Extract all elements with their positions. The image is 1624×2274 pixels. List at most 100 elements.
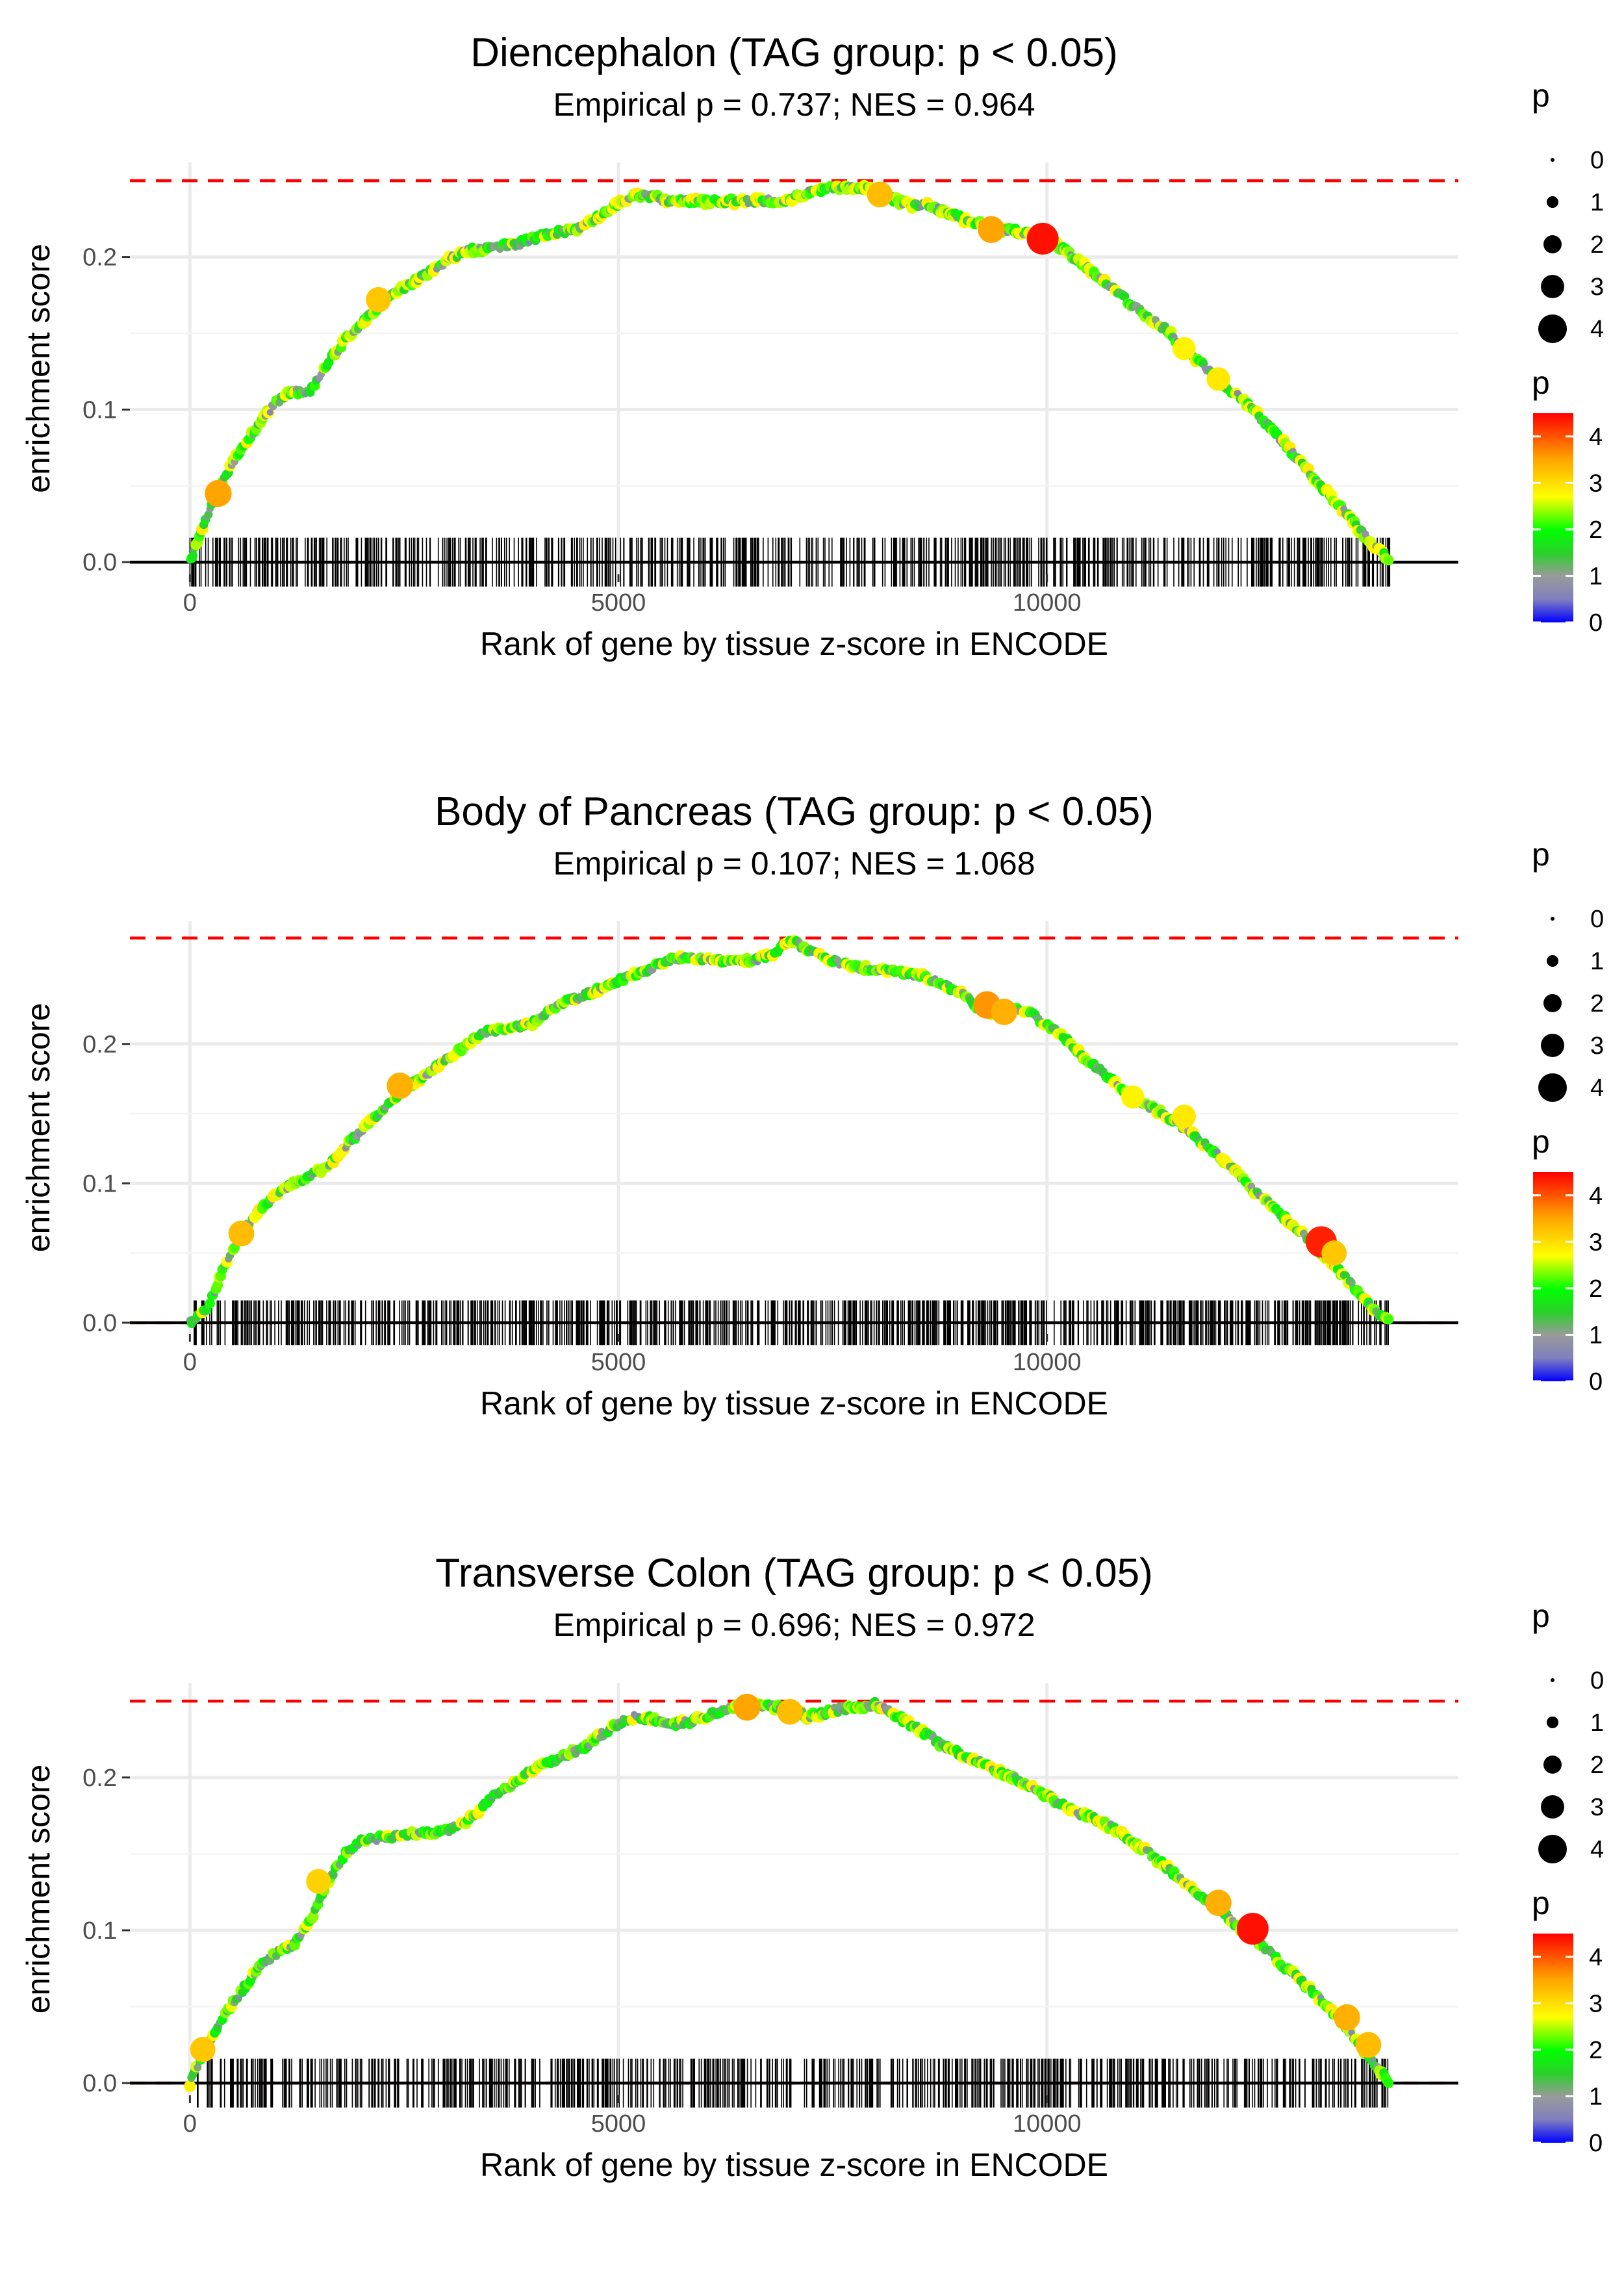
curve-point [188,551,198,561]
enrichment-curve [186,179,1394,566]
gridlines [130,921,1458,1334]
highlight-point [228,1220,255,1247]
highlight-point [1206,367,1230,391]
enrichment-curve [186,935,1394,1328]
curve-line [187,938,1390,1326]
size-legend-label: 1 [1590,1709,1604,1737]
size-legend-label: 3 [1590,274,1604,301]
highlight-point [867,181,893,208]
size-legend-label: 1 [1590,948,1604,975]
highlight-point [387,1072,413,1099]
highlight-point [1321,1240,1347,1266]
highlight-point [1172,1105,1196,1129]
color-legend-bar [1533,1934,1573,2143]
chart-subtitle: Empirical p = 0.107; NES = 1.068 [553,845,1035,882]
color-legend-bar [1533,413,1573,622]
curve-point [205,1298,215,1309]
color-legend-label: 0 [1589,2130,1603,2157]
size-legend-label: 1 [1590,189,1604,216]
size-legend-label: 3 [1590,1032,1604,1060]
x-tick-label: 10000 [1013,589,1082,617]
size-legend-label: 4 [1590,316,1604,343]
x-tick-label: 5000 [591,589,646,617]
y-axis-title: enrichment score [20,244,57,493]
color-legend-title: p [1532,364,1550,401]
color-legend-label: 1 [1589,2083,1603,2110]
x-tick-label: 10000 [1013,1349,1082,1376]
curve-line [187,1698,1391,2087]
curve-point [1383,1314,1394,1325]
color-legend-label: 4 [1589,424,1603,451]
size-legend-dot [1541,275,1564,298]
size-legend-dot [1547,1717,1558,1728]
highlight-point [777,1698,803,1725]
size-legend-label: 0 [1590,906,1604,933]
y-tick-label: 0.2 [82,244,117,272]
highlight-point [1205,1889,1232,1916]
x-axis-title: Rank of gene by tissue z-score in ENCODE [480,2147,1108,2183]
chart-title: Transverse Colon (TAG group: p < 0.05) [435,1551,1152,1596]
curve-point [324,357,334,367]
size-legend-label: 0 [1590,147,1604,174]
size-legend-dot [1538,1073,1567,1102]
panel-3: Transverse Colon (TAG group: p < 0.05) Em… [20,1551,1604,2183]
curve-point [204,510,213,519]
size-legend-label: 4 [1590,1075,1604,1102]
size-legend-label: 2 [1590,231,1604,259]
panel-2: Body of Pancreas (TAG group: p < 0.05) Em… [20,789,1604,1422]
size-legend-title: p [1532,77,1550,114]
y-tick-label: 0.1 [82,1917,117,1945]
curve-point [1383,2078,1394,2088]
highlight-point [306,1869,331,1894]
y-axis-title: enrichment score [20,1003,57,1253]
color-legend-label: 2 [1589,2037,1603,2064]
y-tick-label: 0.2 [82,1765,117,1792]
color-legend-label: 3 [1589,470,1603,497]
y-tick-label: 0.2 [82,1031,117,1058]
color-legend-label: 4 [1589,1944,1603,1971]
highlight-point [1355,2032,1382,2058]
color-legend-bar [1533,1172,1573,1381]
size-legend-dot [1541,1034,1564,1057]
x-tick-label: 10000 [1013,2110,1082,2138]
size-legend-title: p [1532,1598,1550,1634]
color-legend-label: 1 [1589,563,1603,590]
size-legend-dot [1547,196,1558,208]
legend: p 0 1 2 3 4 p 0 1 2 3 4 [1532,836,1604,1396]
y-tick-label: 0.1 [82,396,117,424]
curve-point [329,1871,338,1880]
curve-point [194,2063,202,2072]
color-legend-label: 2 [1589,1275,1603,1303]
y-tick-label: 0.0 [82,1310,117,1337]
panel-1: Diencephalon (TAG group: p < 0.05) Empiri… [20,31,1604,662]
y-tick-label: 0.0 [82,549,117,576]
size-legend-label: 3 [1590,1794,1604,1821]
size-legend-dot [1543,235,1562,253]
curve-point [184,2080,196,2092]
size-legend-label: 4 [1590,1836,1604,1863]
color-legend-label: 0 [1589,609,1603,637]
size-legend-label: 2 [1590,990,1604,1017]
size-legend-dot [1551,158,1554,162]
color-legend-label: 2 [1589,517,1603,544]
axes: 0.0 0.1 0.2 0 5000 10000 Rank of gene by tissu… [20,1765,1108,2183]
x-tick-label: 0 [183,2110,197,2138]
highlight-point [978,216,1005,244]
enrichment-curve [184,1693,1394,2092]
axes: 0.0 0.1 0.2 0 5000 10000 Rank of gene by tissu… [20,244,1108,662]
chart-subtitle: Empirical p = 0.737; NES = 0.964 [553,86,1035,123]
size-legend-dot [1551,1678,1554,1682]
curve-point [1120,292,1130,301]
size-legend-title: p [1532,836,1550,873]
curve-point [1383,555,1394,566]
size-legend-label: 2 [1590,1752,1604,1779]
color-legend-label: 3 [1589,1229,1603,1256]
size-legend-dot [1551,917,1554,921]
highlight-point [1026,222,1059,255]
color-legend-label: 0 [1589,1368,1603,1396]
x-axis-title: Rank of gene by tissue z-score in ENCODE [480,1385,1108,1422]
color-legend-label: 3 [1589,1990,1603,2017]
color-legend-title: p [1532,1885,1550,1921]
size-legend-dot [1543,1756,1562,1774]
